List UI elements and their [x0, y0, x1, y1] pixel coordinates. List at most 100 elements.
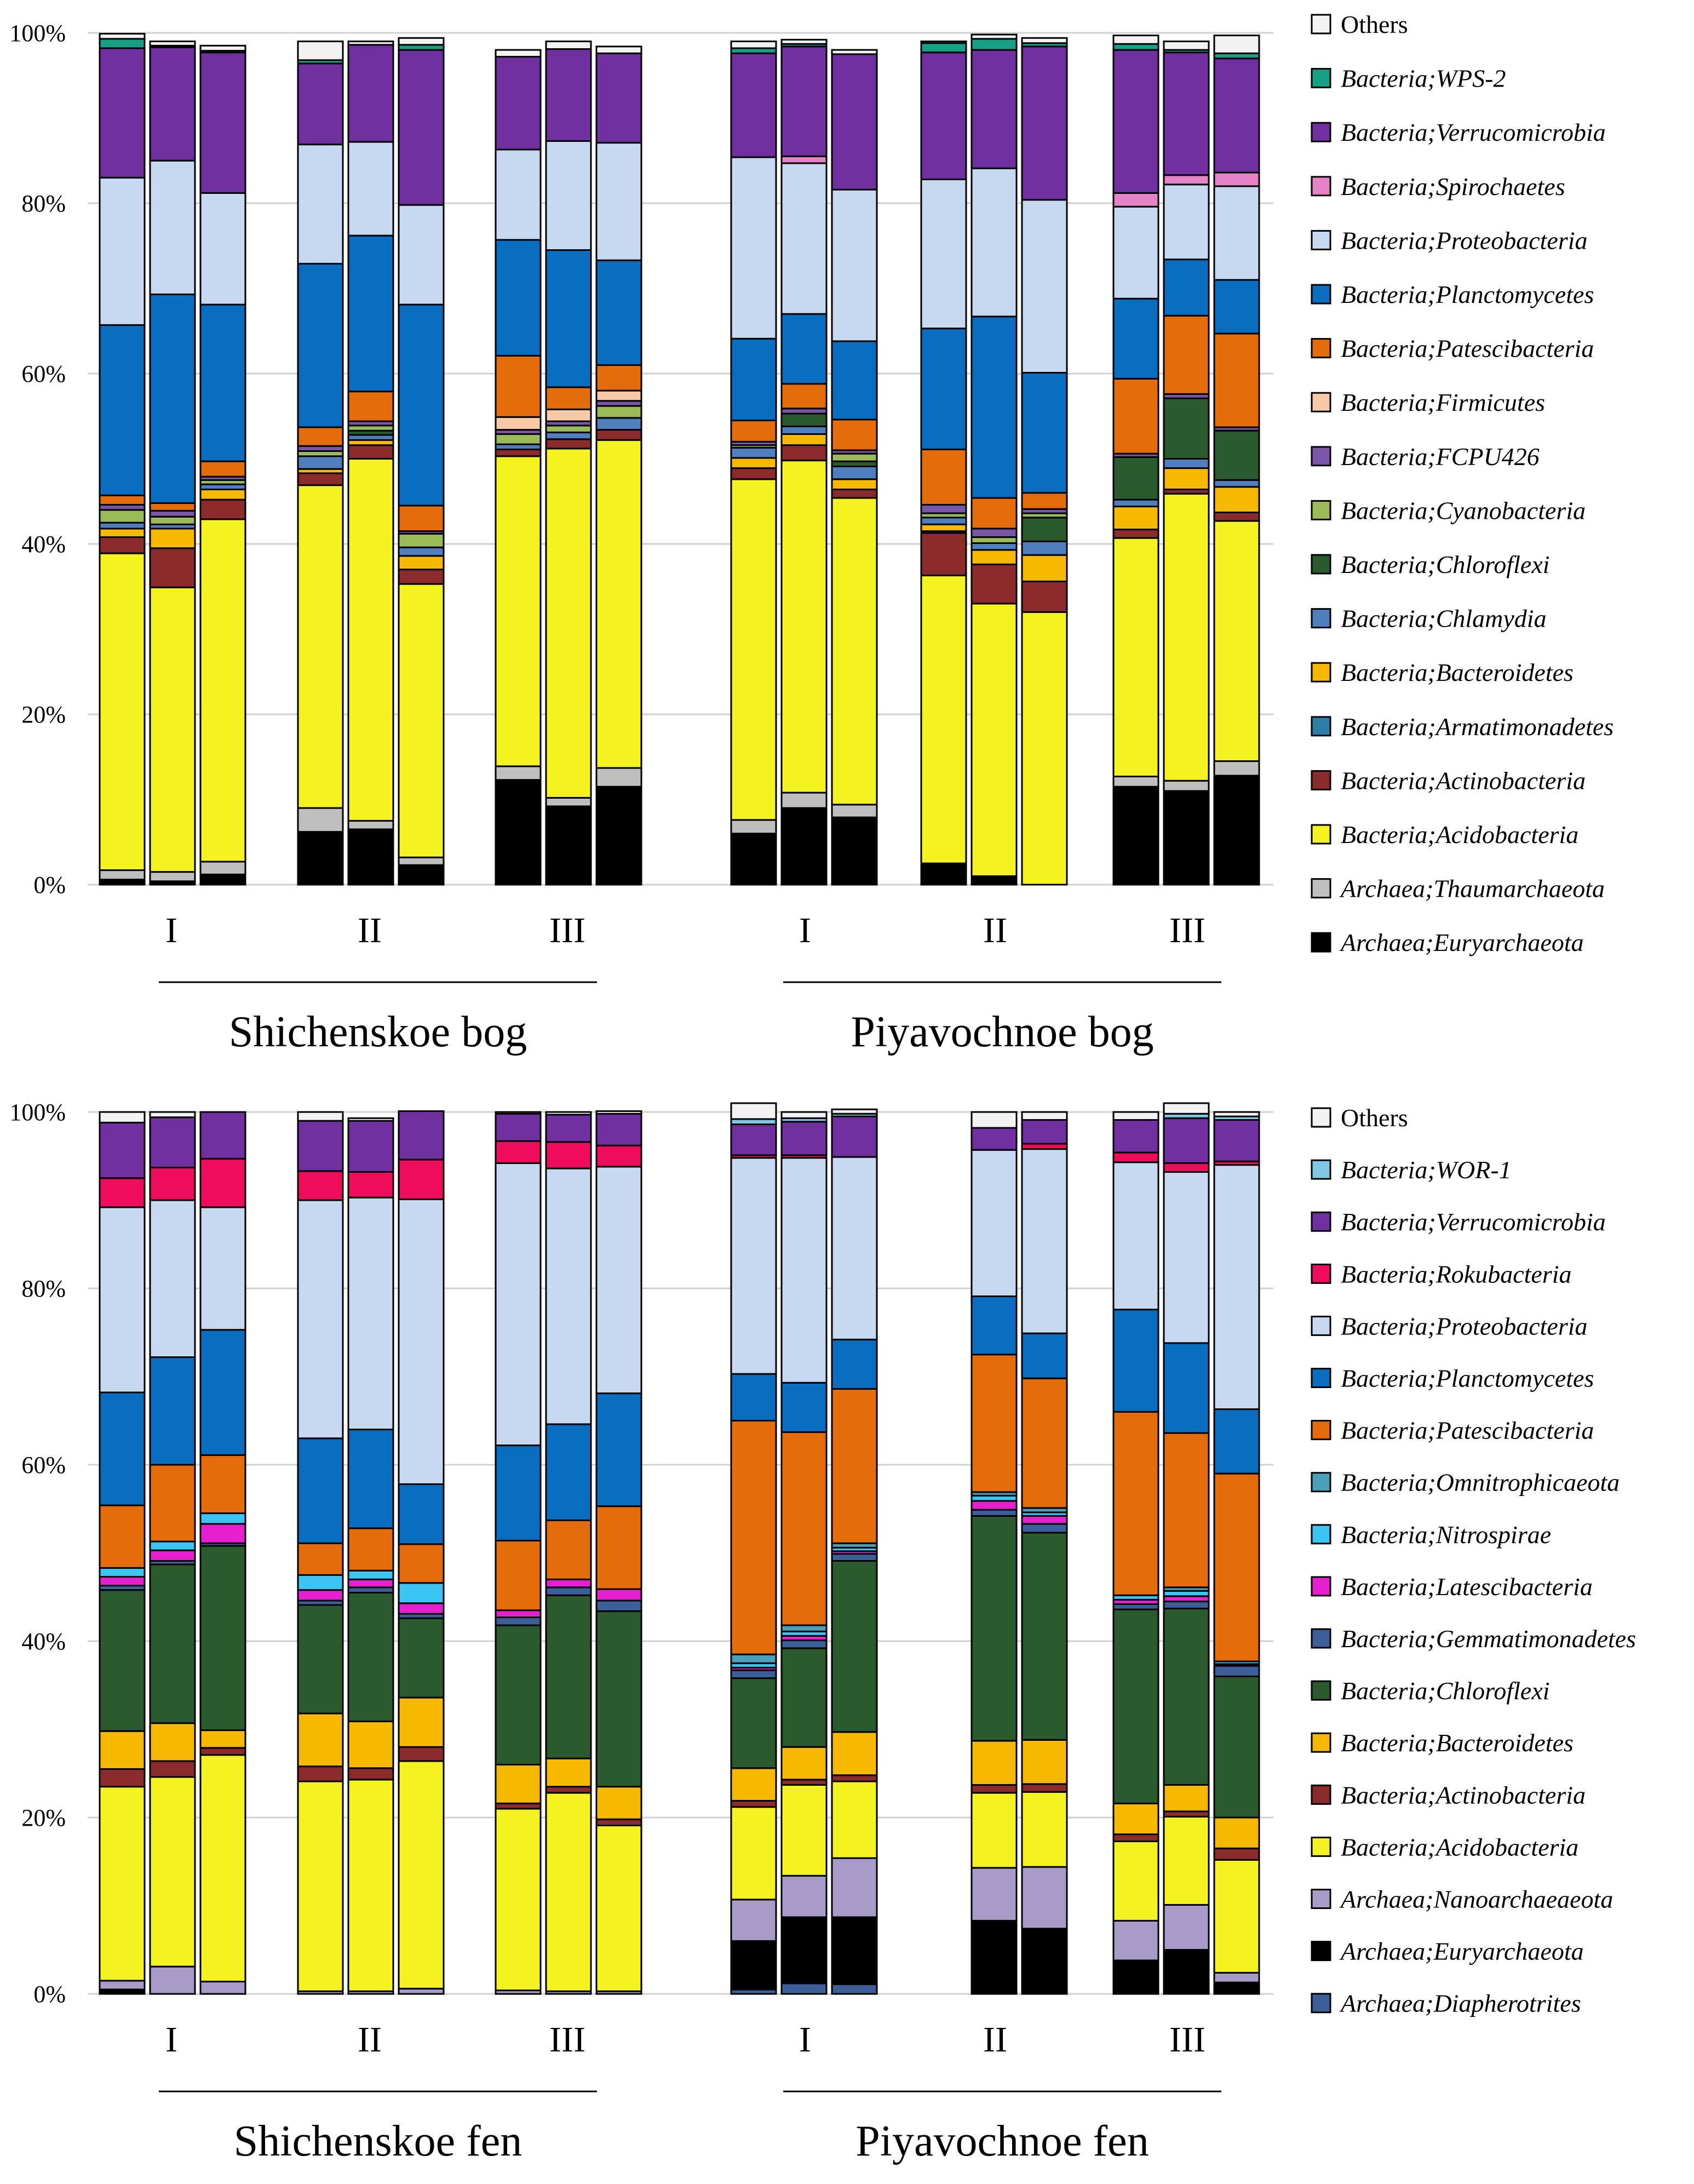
bar-stack — [495, 1111, 542, 1995]
bar-segment — [99, 33, 146, 40]
legend-item: Bacteria;WPS-2 — [1311, 65, 1506, 93]
bar-segment — [545, 1578, 592, 1589]
bar-segment — [1021, 1523, 1068, 1534]
bar-segment — [730, 156, 777, 340]
bar-segment — [971, 542, 1018, 551]
bar-segment — [1112, 49, 1159, 194]
bar-segment — [297, 831, 344, 886]
bar-segment — [1112, 1833, 1159, 1842]
bar-stack — [1112, 35, 1159, 886]
bar-segment — [971, 1740, 1018, 1786]
bar-segment — [149, 586, 196, 873]
bar-segment — [730, 833, 777, 886]
bar-segment — [1213, 479, 1260, 488]
bar-segment — [99, 176, 146, 326]
bar-segment — [1112, 529, 1159, 539]
bar-segment — [1112, 297, 1159, 380]
bar-segment — [1213, 171, 1260, 187]
bar-segment — [347, 44, 394, 143]
bar-segment — [730, 1653, 777, 1664]
bar-segment — [1163, 492, 1210, 782]
bar-segment — [149, 1563, 196, 1724]
bar-segment — [971, 1149, 1018, 1297]
bar-stack — [149, 41, 196, 886]
bar-segment — [398, 555, 445, 571]
bar-segment — [1112, 537, 1159, 778]
legend-swatch — [1311, 770, 1331, 790]
bar-segment — [495, 239, 542, 357]
bar-segment — [971, 1127, 1018, 1151]
bar-segment — [1213, 58, 1260, 174]
bar-segment — [495, 1763, 542, 1804]
bar-segment — [149, 871, 196, 882]
legend-item: Bacteria;Planctomycetes — [1311, 280, 1594, 308]
legend-item: Archaea;Euryarchaeota — [1311, 928, 1584, 956]
bar-segment — [1021, 492, 1068, 510]
bar-segment — [730, 457, 777, 469]
bar-segment — [149, 1464, 196, 1543]
bar-segment — [1112, 1608, 1159, 1804]
bar-segment — [1163, 1949, 1210, 1995]
bar-segment — [831, 1916, 878, 1985]
bar-segment — [780, 433, 828, 446]
bar-segment — [780, 38, 828, 45]
bar-segment — [780, 1431, 828, 1626]
legend-swatch — [1311, 1889, 1331, 1909]
bar-stack — [920, 41, 967, 886]
bar-segment — [1163, 174, 1210, 186]
bar-segment — [545, 140, 592, 251]
legend-swatch — [1311, 230, 1331, 250]
bar-segment — [398, 1696, 445, 1748]
bar-segment — [495, 354, 542, 418]
bar-segment — [347, 141, 394, 237]
bar-segment — [99, 1980, 146, 1991]
bar-segment — [780, 162, 828, 315]
bar-stack — [1112, 1111, 1159, 1995]
site-label: Shichenskoe bog — [229, 1008, 527, 1056]
bar-segment — [297, 472, 344, 486]
bar-segment — [398, 583, 445, 858]
legend-item: Bacteria;Verrucomicrobia — [1311, 118, 1606, 146]
group-label: II — [983, 2020, 1007, 2060]
legend-label: Bacteria;Patescibacteria — [1341, 335, 1594, 363]
legend-label: Bacteria;Acidobacteria — [1341, 821, 1578, 849]
bar-stack — [730, 1102, 777, 1995]
bar-segment — [99, 1730, 146, 1770]
legend-label: Archaea;Euryarchaeota — [1339, 1937, 1584, 1965]
bar-segment — [545, 249, 592, 388]
bar-segment — [1112, 498, 1159, 508]
bar-segment — [545, 1786, 592, 1794]
bar-segment — [297, 455, 344, 470]
bar-stack — [595, 1110, 642, 1995]
bar-segment — [1163, 41, 1210, 51]
bar-segment — [297, 1437, 344, 1544]
legend-item: Bacteria;Rokubacteria — [1311, 1260, 1572, 1288]
bar-segment — [398, 1483, 445, 1545]
bar-segment — [149, 1199, 196, 1358]
bar-segment — [1213, 760, 1260, 777]
bar-segment — [1021, 1332, 1068, 1379]
bar-segment — [971, 33, 1018, 40]
bar-segment — [730, 1123, 777, 1156]
bar-segment — [831, 340, 878, 421]
bar-segment — [595, 1166, 642, 1395]
bar-segment — [297, 1574, 344, 1591]
group-label: III — [549, 2020, 585, 2060]
bar-segment — [730, 446, 777, 459]
bar-segment — [545, 386, 592, 410]
y-tick-label: 40% — [21, 1628, 66, 1655]
bar-segment — [495, 1539, 542, 1612]
bar-segment — [1163, 1815, 1210, 1906]
bar-segment — [971, 49, 1018, 169]
bar-segment — [199, 192, 246, 306]
bar-segment — [1021, 1119, 1068, 1145]
legend-swatch — [1311, 932, 1331, 953]
legend-label: Bacteria;Armatimonadetes — [1341, 713, 1613, 741]
bar-segment — [1112, 43, 1159, 51]
bar-segment — [1213, 185, 1260, 281]
bar-segment — [730, 1669, 777, 1679]
bar-segment — [199, 518, 246, 863]
bar-segment — [199, 1206, 246, 1331]
bar-segment — [1021, 371, 1068, 494]
